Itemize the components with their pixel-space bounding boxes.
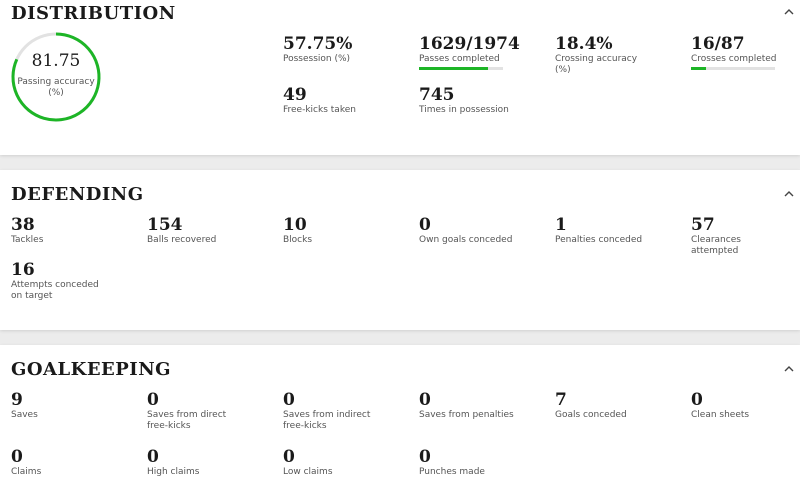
- stat-label: Possession (%): [283, 54, 351, 64]
- stat-label: Penalties conceded: [555, 235, 643, 245]
- stat-value: 0: [147, 390, 159, 410]
- ring-arc: [11, 32, 101, 122]
- stat-label: Saves from direct free-kicks: [147, 410, 227, 431]
- stat-label: Attempts conceded on target: [11, 280, 99, 301]
- section-title: GOALKEEPING: [11, 359, 172, 380]
- stat-label: Saves from indirect free-kicks: [283, 410, 371, 431]
- collapse-toggle[interactable]: [784, 8, 794, 16]
- stat-value: 0: [419, 390, 431, 410]
- stat-label: Times in possession: [419, 105, 509, 115]
- stat-label: Crossing accuracy (%): [555, 54, 638, 75]
- stat-value: 0: [283, 447, 295, 467]
- stat-value: 0: [11, 447, 23, 467]
- stat-value: 0: [147, 447, 159, 467]
- stat-value: 0: [419, 215, 431, 235]
- stat-label: Free-kicks taken: [283, 105, 356, 115]
- stat-label: High claims: [147, 467, 200, 477]
- ring-chart: [11, 32, 101, 122]
- ring-value: 81.75: [31, 51, 81, 71]
- section-title: DISTRIBUTION: [11, 3, 176, 24]
- stat-label: Blocks: [283, 235, 313, 245]
- stat-value: 57: [691, 215, 715, 235]
- stat-label: Saves: [11, 410, 38, 420]
- stat-label: Clean sheets: [691, 410, 750, 420]
- stat-value: 16: [11, 260, 35, 280]
- defending-panel: DEFENDING 38 Tackles 154 Balls recovered 10 B…: [0, 170, 800, 330]
- stat-value: 0: [419, 447, 431, 467]
- stat-value: 7: [555, 390, 567, 410]
- progress-fill: [419, 67, 489, 70]
- stat-label: Passes completed: [419, 54, 500, 64]
- stat-value: 0: [283, 390, 295, 410]
- stat-value: 1: [555, 215, 567, 235]
- stat-label: Crosses completed: [691, 54, 777, 64]
- distribution-panel: DISTRIBUTION 81.75 Passing accuracy (%) …: [0, 0, 800, 155]
- stat-label: Claims: [11, 467, 42, 477]
- goalkeeping-panel: GOALKEEPING 9 Saves 0 Saves from direct fre…: [0, 345, 800, 483]
- stat-label: Low claims: [283, 467, 333, 477]
- stat-value: 57.75%: [283, 34, 353, 54]
- progress-track: [691, 67, 775, 70]
- collapse-toggle[interactable]: [784, 190, 794, 198]
- stat-value: 9: [11, 390, 23, 410]
- collapse-toggle[interactable]: [784, 365, 794, 373]
- stat-label: Saves from penalties: [419, 410, 514, 420]
- section-title: DEFENDING: [11, 184, 144, 205]
- progress-fill: [691, 67, 707, 70]
- progress-track: [419, 67, 503, 70]
- stat-value: 38: [11, 215, 35, 235]
- stat-value: 745: [419, 85, 455, 105]
- stat-label: Clearances attempted: [691, 235, 741, 256]
- stat-label: Tackles: [11, 235, 44, 245]
- stat-value: 154: [147, 215, 183, 235]
- stat-value: 1629/1974: [419, 34, 520, 54]
- stat-value: 49: [283, 85, 307, 105]
- stat-value: 10: [283, 215, 307, 235]
- stat-label: Goals conceded: [555, 410, 627, 420]
- ring-label: Passing accuracy (%): [17, 77, 95, 98]
- stat-value: 0: [691, 390, 703, 410]
- stat-label: Own goals conceded: [419, 235, 513, 245]
- stat-label: Punches made: [419, 467, 485, 477]
- stat-value: 16/87: [691, 34, 745, 54]
- stat-label: Balls recovered: [147, 235, 217, 245]
- stat-value: 18.4%: [555, 34, 613, 54]
